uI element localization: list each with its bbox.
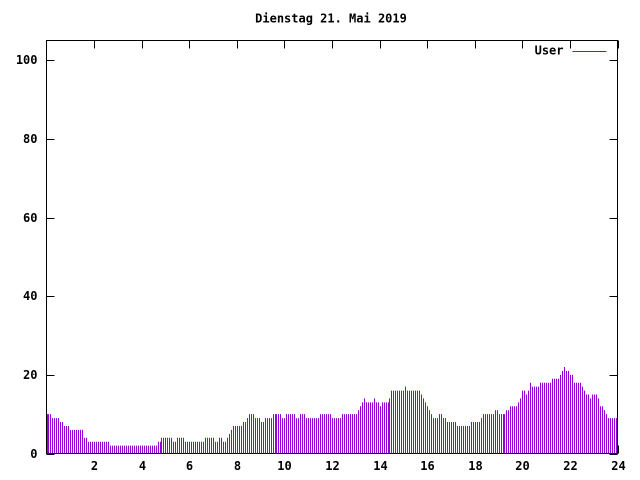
x-tick-label: 20	[515, 459, 529, 473]
x-tick-label: 8	[234, 459, 241, 473]
x-tick-label: 12	[325, 459, 339, 473]
x-tick-label: 22	[563, 459, 577, 473]
y-tick-label: 80	[23, 132, 37, 146]
x-tick-label: 16	[420, 459, 434, 473]
y-tick-label: 60	[23, 211, 37, 225]
chart-title: Dienstag 21. Mai 2019	[255, 12, 407, 26]
y-tick-label: 0	[30, 447, 37, 461]
legend-label: User	[535, 44, 564, 58]
y-tick-label: 40	[23, 289, 37, 303]
x-tick-label: 4	[139, 459, 146, 473]
y-tick-label: 100	[16, 53, 38, 67]
x-tick-label: 2	[91, 459, 98, 473]
x-tick-label: 10	[277, 459, 291, 473]
y-tick-label: 20	[23, 368, 37, 382]
x-tick-label: 24	[611, 459, 625, 473]
x-tick-label: 18	[468, 459, 482, 473]
x-tick-label: 14	[373, 459, 387, 473]
x-tick-label: 6	[186, 459, 193, 473]
